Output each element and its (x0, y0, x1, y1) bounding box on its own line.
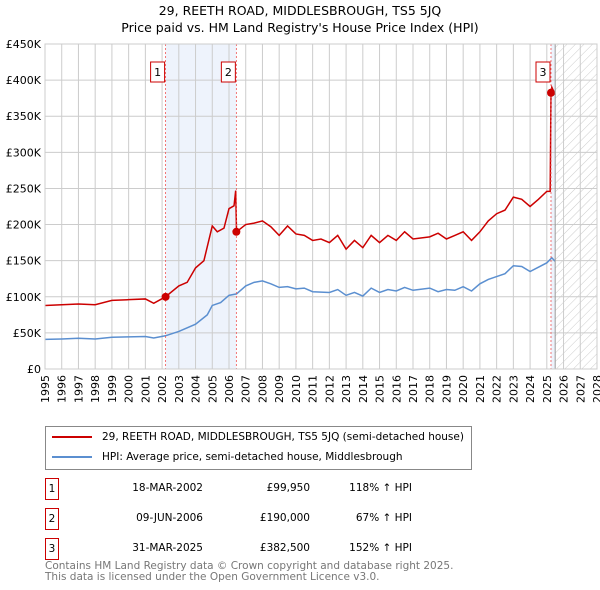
x-tick-label: 2028 (591, 375, 600, 403)
x-tick-label: 1996 (56, 375, 69, 403)
chart-title: 29, REETH ROAD, MIDDLESBROUGH, TS5 5JQ (158, 3, 442, 18)
transaction-date: 09-JUN-2006 (136, 512, 203, 524)
x-tick-label: 2008 (256, 375, 269, 403)
sale-point (232, 227, 241, 236)
x-tick-label: 2012 (323, 375, 336, 403)
x-tick-label: 2001 (139, 375, 152, 403)
footer-licence: This data is licensed under the Open Gov… (45, 571, 380, 583)
transaction-date: 18-MAR-2002 (132, 482, 203, 494)
x-tick-label: 2014 (357, 375, 370, 403)
x-tick-label: 2013 (340, 375, 353, 403)
transaction-price: £382,500 (259, 542, 310, 554)
transaction-price: £190,000 (259, 512, 310, 524)
transaction-row: 2 09-JUN-2006 £190,000 67% ↑ HPI (45, 508, 465, 530)
y-tick-label: £50K (13, 327, 42, 340)
footer-copyright: Contains HM Land Registry data © Crown c… (45, 560, 454, 572)
y-tick-label: £300K (6, 146, 42, 159)
x-tick-label: 2021 (474, 375, 487, 403)
x-tick-label: 2027 (574, 375, 587, 403)
transaction-row: 3 31-MAR-2025 £382,500 152% ↑ HPI (45, 538, 465, 560)
transaction-number: 3 (45, 538, 59, 560)
x-tick-label: 2026 (558, 375, 571, 403)
y-tick-label: £450K (6, 38, 42, 51)
x-tick-label: 2025 (541, 375, 554, 403)
plot-frame (44, 43, 598, 370)
x-tick-label: 2009 (273, 375, 286, 403)
forecast-hatch (555, 44, 597, 369)
transaction-row: 1 18-MAR-2002 £99,950 118% ↑ HPI (45, 478, 465, 500)
x-tick-label: 2022 (491, 375, 504, 403)
sale-label: 3 (540, 66, 547, 79)
x-tick-label: 2002 (156, 375, 169, 403)
sale-label-box (150, 61, 166, 83)
sale-point (161, 292, 170, 301)
y-tick-label: £200K (6, 219, 42, 232)
x-tick-label: 2000 (123, 375, 136, 403)
y-tick-label: £400K (6, 74, 42, 87)
x-tick-label: 2010 (290, 375, 303, 403)
sale-label-box (535, 61, 551, 83)
legend: 29, REETH ROAD, MIDDLESBROUGH, TS5 5JQ (… (45, 426, 472, 470)
y-tick-label: £350K (6, 110, 42, 123)
legend-property-label: 29, REETH ROAD, MIDDLESBROUGH, TS5 5JQ (… (102, 431, 464, 443)
ownership-shade-1 (165, 44, 237, 369)
ownership-shade-2 (551, 44, 556, 369)
y-tick-label: £100K (6, 291, 42, 304)
transaction-number: 1 (45, 478, 59, 500)
transaction-price: £99,950 (266, 482, 310, 494)
legend-property-swatch (52, 436, 92, 438)
x-tick-label: 2019 (440, 375, 453, 403)
transaction-hpi-change: 67% ↑ HPI (355, 512, 412, 524)
transaction-hpi-change: 118% ↑ HPI (349, 482, 412, 494)
x-tick-label: 2007 (240, 375, 253, 403)
sale-label-box (220, 61, 236, 83)
transaction-number: 2 (45, 508, 59, 530)
x-tick-label: 2023 (507, 375, 520, 403)
x-tick-label: 2006 (223, 375, 236, 403)
x-tick-label: 1999 (106, 375, 119, 403)
y-tick-label: £250K (6, 182, 42, 195)
x-tick-label: 2015 (374, 375, 387, 403)
x-tick-label: 1995 (39, 375, 52, 403)
sale-label: 1 (154, 66, 161, 79)
x-tick-label: 2004 (190, 375, 203, 403)
chart-subtitle: Price paid vs. HM Land Registry's House … (121, 20, 479, 35)
legend-hpi-swatch (52, 456, 92, 458)
y-tick-label: £0 (27, 363, 41, 376)
x-tick-label: 2024 (524, 375, 537, 403)
x-tick-label: 2020 (457, 375, 470, 403)
x-tick-label: 2011 (307, 375, 320, 403)
x-tick-label: 1997 (72, 375, 85, 403)
x-tick-label: 2016 (390, 375, 403, 403)
x-tick-label: 2018 (424, 375, 437, 403)
transaction-date: 31-MAR-2025 (132, 542, 203, 554)
hpi-line (44, 256, 556, 341)
property-price-line (44, 84, 556, 307)
sale-point (547, 88, 555, 97)
x-tick-label: 1998 (89, 375, 102, 403)
sale-label: 2 (225, 66, 232, 79)
transaction-hpi-change: 152% ↑ HPI (349, 542, 412, 554)
y-tick-label: £150K (6, 255, 42, 268)
x-tick-label: 2005 (206, 375, 219, 403)
x-tick-label: 2017 (407, 375, 420, 403)
legend-hpi-label: HPI: Average price, semi-detached house,… (102, 451, 403, 463)
x-tick-label: 2003 (173, 375, 186, 403)
